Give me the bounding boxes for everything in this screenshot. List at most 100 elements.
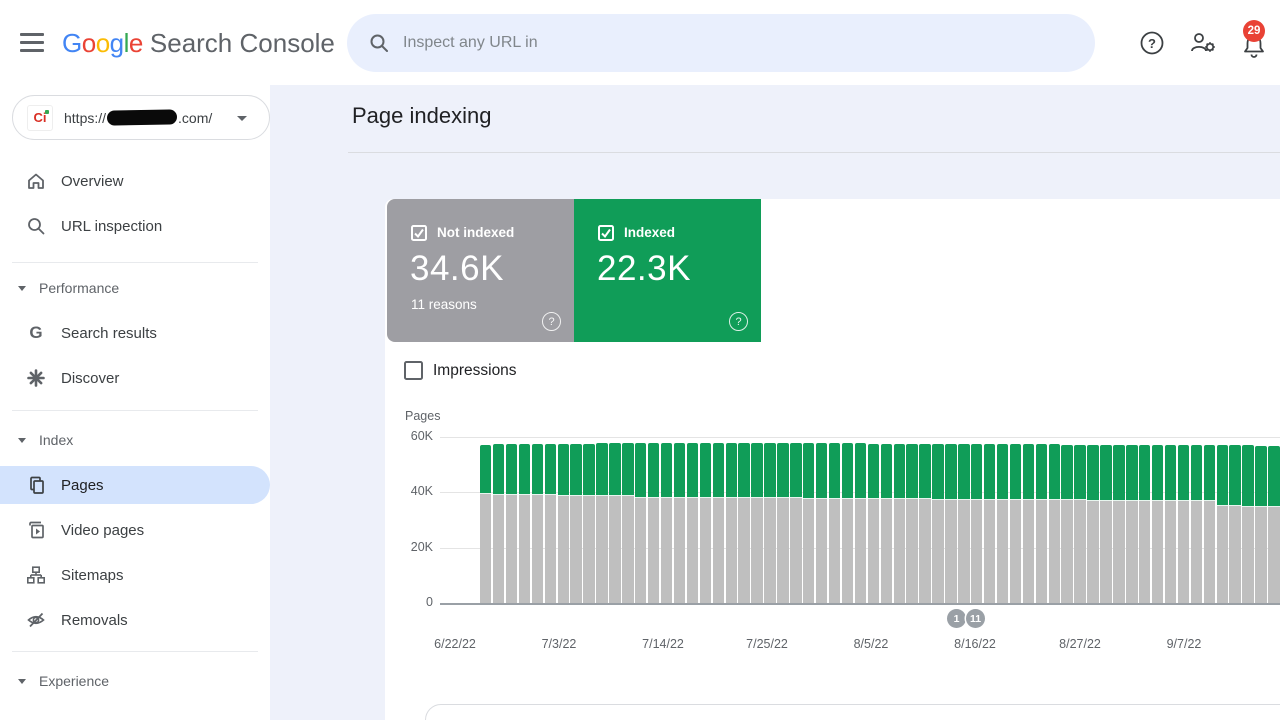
chart-bar[interactable] (1203, 445, 1216, 603)
chart-bar[interactable] (660, 442, 673, 603)
chart-bar[interactable] (764, 443, 776, 603)
chart-bar[interactable] (1035, 444, 1048, 603)
indexed-segment (1048, 444, 1060, 501)
chart-bar[interactable] (635, 442, 647, 603)
chart-bar[interactable] (1164, 445, 1177, 603)
chart-bar[interactable] (583, 443, 595, 603)
chart-bar[interactable] (971, 444, 983, 603)
chart-bar[interactable] (531, 443, 544, 603)
chart-bar[interactable] (1177, 445, 1190, 603)
chart-bar[interactable] (699, 442, 712, 603)
menu-icon[interactable] (20, 33, 44, 52)
chart-bar[interactable] (1216, 445, 1228, 603)
chart-bar[interactable] (751, 442, 763, 603)
chart-bar[interactable] (945, 443, 957, 603)
chart-bar[interactable] (1022, 444, 1035, 603)
divider (348, 152, 1280, 153)
section-performance[interactable]: Performance (0, 273, 270, 303)
chart-bar[interactable] (958, 443, 970, 603)
chart-bar[interactable] (790, 443, 802, 603)
sidebar-item-search-results[interactable]: G Search results (0, 314, 270, 352)
chart-bar[interactable] (622, 442, 634, 603)
chart-bar[interactable] (803, 443, 815, 603)
card-label: Indexed (624, 225, 676, 240)
chart-bar[interactable] (544, 443, 557, 603)
not-indexed-segment (1229, 506, 1241, 603)
help-icon[interactable]: ? (542, 312, 561, 331)
impressions-checkbox[interactable] (404, 361, 423, 380)
chart-bar[interactable] (686, 442, 699, 603)
checked-checkbox-icon[interactable] (598, 225, 614, 241)
chart-bar[interactable] (570, 443, 582, 603)
chart-bar[interactable] (1268, 445, 1280, 603)
chart-bar[interactable] (596, 443, 608, 603)
chart-bar[interactable] (647, 442, 660, 603)
chart-annotation-marker[interactable]: 11 (966, 609, 985, 628)
chart-bar[interactable] (673, 442, 686, 603)
chart-bar[interactable] (1242, 445, 1254, 603)
chart-bar[interactable] (880, 443, 892, 603)
chart-bar[interactable] (557, 443, 569, 603)
chart-annotation-marker[interactable]: 1 (947, 609, 966, 628)
indexed-card[interactable]: Indexed 22.3K ? (574, 199, 761, 342)
section-index[interactable]: Index (0, 425, 270, 455)
chart-bar[interactable] (867, 443, 880, 603)
chart-bar[interactable] (1048, 444, 1060, 603)
url-inspect-searchbar[interactable] (347, 14, 1095, 72)
section-experience[interactable]: Experience (0, 666, 270, 696)
chart-bar[interactable] (777, 443, 789, 603)
chart-bar[interactable] (919, 443, 931, 603)
chart-bar[interactable] (1190, 445, 1203, 603)
sidebar-item-removals[interactable]: Removals (0, 601, 270, 639)
chart-bar[interactable] (932, 443, 944, 603)
not-indexed-card[interactable]: Not indexed 34.6K 11 reasons ? (387, 199, 574, 342)
app-logo[interactable]: Google Search Console (62, 28, 335, 59)
chart-bar[interactable] (712, 442, 725, 603)
sidebar-item-sitemaps[interactable]: Sitemaps (0, 556, 270, 594)
chart-bar[interactable] (1113, 445, 1125, 603)
chart-bar[interactable] (893, 443, 905, 603)
sidebar-item-video-pages[interactable]: Video pages (0, 511, 270, 549)
indexed-segment (583, 443, 595, 496)
sidebar-item-discover[interactable]: Discover (0, 359, 270, 397)
property-selector[interactable]: Ci https://.com/ (12, 95, 270, 140)
chart-bar[interactable] (1255, 445, 1267, 603)
notification-count-badge[interactable]: 29 (1243, 20, 1265, 42)
chart-bar[interactable] (1100, 444, 1112, 603)
not-indexed-segment (492, 494, 505, 603)
chart-bar[interactable] (492, 444, 505, 603)
not-indexed-segment (673, 498, 686, 603)
help-icon[interactable]: ? (1139, 30, 1167, 58)
chart-bar[interactable] (1229, 445, 1241, 603)
sidebar-item-url-inspection[interactable]: URL inspection (0, 207, 270, 245)
sidebar-item-pages[interactable]: Pages (0, 466, 270, 504)
chart-bar[interactable] (725, 442, 737, 603)
chart-bar[interactable] (738, 442, 750, 603)
search-input[interactable] (403, 34, 1095, 52)
chart-bar[interactable] (1126, 445, 1138, 603)
chart-bar[interactable] (1009, 444, 1022, 603)
chart-bar[interactable] (1151, 445, 1164, 603)
not-indexed-segment (1048, 500, 1060, 603)
indexed-segment (1087, 444, 1099, 501)
chart-bar[interactable] (996, 444, 1009, 603)
chart-bar[interactable] (518, 443, 531, 603)
sidebar-item-overview[interactable]: Overview (0, 162, 270, 200)
help-icon[interactable]: ? (729, 312, 748, 331)
chart-bar[interactable] (1074, 444, 1086, 603)
user-settings-icon[interactable] (1189, 30, 1217, 58)
chart-bar[interactable] (815, 443, 828, 603)
chart-bar[interactable] (828, 443, 841, 603)
chart-bar[interactable] (983, 444, 996, 603)
chart-bar[interactable] (609, 443, 621, 603)
indexed-segment (712, 442, 725, 499)
chart-bar[interactable] (480, 444, 492, 603)
chart-bar[interactable] (1139, 445, 1151, 603)
chart-bar[interactable] (505, 444, 518, 603)
checked-checkbox-icon[interactable] (411, 225, 427, 241)
chart-bar[interactable] (854, 443, 867, 603)
chart-bar[interactable] (1061, 444, 1073, 603)
chart-bar[interactable] (1087, 444, 1099, 603)
chart-bar[interactable] (841, 443, 854, 603)
chart-bar[interactable] (906, 443, 918, 603)
